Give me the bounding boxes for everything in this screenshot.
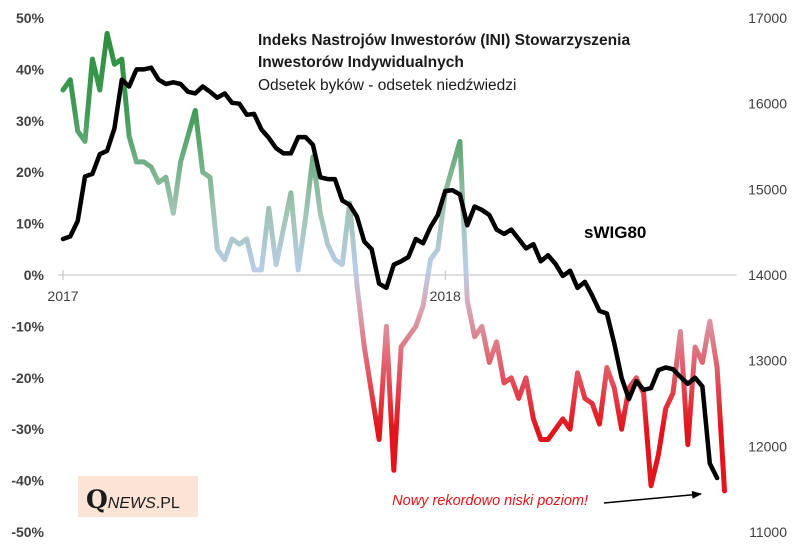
chart-title-line2: Inwestorów Indywidualnych — [258, 54, 464, 71]
chart-subtitle: Odsetek byków - odsetek niedźwiedzi — [258, 77, 516, 94]
logo-pl: .PL — [156, 495, 180, 512]
x-axis-ticks — [62, 270, 446, 280]
series-label-swig80: sWIG80 — [584, 223, 646, 242]
series-line-ini — [60, 30, 727, 494]
annotation-text: Nowy rekordowo niski poziom! — [392, 493, 588, 509]
logo-background — [78, 476, 198, 517]
left-tick-label: -40% — [11, 473, 44, 489]
x-tick-label: 2017 — [47, 288, 78, 304]
left-tick-label: -10% — [11, 318, 44, 334]
right-tick-label: 14000 — [748, 267, 787, 283]
left-tick-label: 0% — [24, 267, 45, 283]
logo-q: Q — [86, 485, 108, 514]
series-line-swig80 — [60, 65, 720, 481]
right-axis-ticks: 17000 16000 15000 14000 13000 12000 11000 — [748, 10, 787, 540]
qnews-logo: QNEWS.PL — [78, 476, 198, 517]
chart-title-line1: Indeks Nastrojów Inwestorów (INI) Stowar… — [258, 32, 630, 49]
x-tick-label: 2018 — [430, 288, 461, 304]
right-tick-label: 15000 — [748, 181, 787, 197]
right-tick-label: 11000 — [749, 524, 787, 540]
left-tick-label: 50% — [16, 10, 45, 26]
x-axis-labels: 2017 2018 — [47, 288, 461, 304]
left-tick-label: -50% — [11, 524, 44, 540]
annotation-arrow — [603, 490, 702, 504]
right-tick-label: 17000 — [748, 10, 787, 26]
left-tick-label: 20% — [16, 164, 45, 180]
left-tick-label: -20% — [11, 370, 44, 386]
left-tick-label: 30% — [16, 113, 45, 129]
right-tick-label: 16000 — [748, 96, 787, 112]
right-tick-label: 13000 — [748, 353, 787, 369]
right-tick-label: 12000 — [748, 438, 787, 454]
left-tick-label: -30% — [11, 421, 44, 437]
left-tick-label: 40% — [16, 61, 45, 77]
left-tick-label: 10% — [16, 216, 45, 232]
logo-news: NEWS — [108, 495, 156, 512]
logo-text: QNEWS.PL — [86, 485, 180, 514]
left-axis-ticks: 50% 40% 30% 20% 10% 0% -10% -20% -30% -40% -50% — [11, 10, 44, 540]
